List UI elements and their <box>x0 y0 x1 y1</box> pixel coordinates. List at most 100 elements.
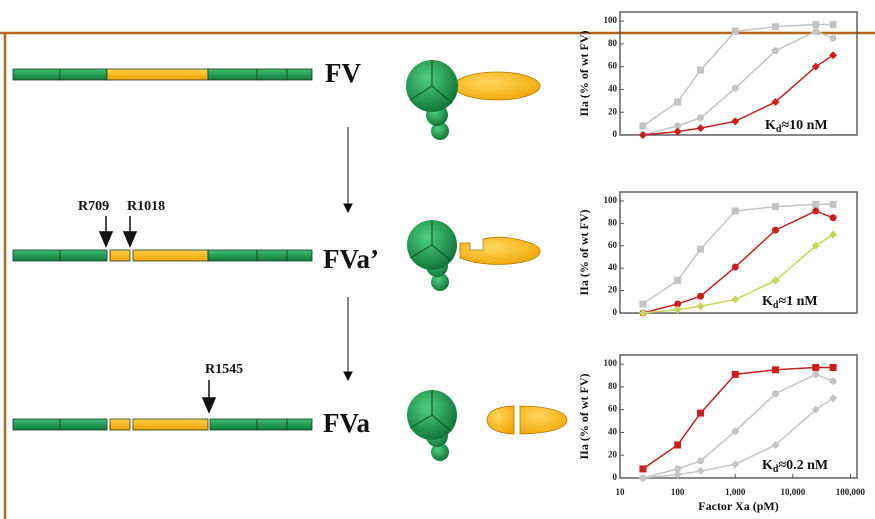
point <box>829 394 837 402</box>
y-tick-label: 20 <box>608 106 618 116</box>
point <box>830 378 837 385</box>
point <box>732 428 739 435</box>
gene-bar <box>13 69 312 80</box>
protein-fv <box>406 60 540 140</box>
row-label: FVa’ <box>323 244 379 274</box>
point <box>830 364 837 371</box>
point <box>674 277 681 284</box>
point <box>639 301 646 308</box>
site-label: R1545 <box>205 362 243 377</box>
kd-symbol: K <box>762 294 773 309</box>
point <box>697 114 704 121</box>
row-label: FV <box>325 58 361 88</box>
point <box>812 28 819 35</box>
point <box>830 21 837 28</box>
point <box>697 457 704 464</box>
y-tick-label: 100 <box>604 358 618 368</box>
slide: FV FVa’ FVa R709 R1018 R1545 0 20 40 60 80 10… <box>0 0 875 519</box>
protein-fva <box>407 390 567 461</box>
x-tick-label: 100 <box>671 487 685 497</box>
point <box>812 201 819 208</box>
kd-annotation: Kd≈10 nM <box>765 118 828 135</box>
y-tick-label: 0 <box>613 472 618 482</box>
site-label: R709 <box>78 199 109 214</box>
row-label: FVa <box>323 408 371 438</box>
point <box>732 28 739 35</box>
x-tick-label: 100,000 <box>836 487 866 497</box>
point <box>772 390 779 397</box>
kd-value: ≈1 nM <box>778 294 817 309</box>
point <box>812 364 819 371</box>
x-tick-label: 10 <box>616 487 626 497</box>
gene-bar <box>13 250 312 261</box>
kd-value: ≈0.2 nM <box>778 458 828 473</box>
point <box>674 441 681 448</box>
cleavage-arrow <box>100 216 215 412</box>
y-tick-label: 80 <box>608 38 618 48</box>
point <box>731 460 739 468</box>
kd-annotation: Kd≈0.2 nM <box>762 458 828 475</box>
kd-annotation: Kd≈1 nM <box>762 294 818 311</box>
point <box>732 208 739 215</box>
chart: 0 20 40 60 80 100 10 100 1,000 10,000 100,000 IIa (… <box>577 355 866 513</box>
series-line <box>643 368 833 469</box>
kd-symbol: K <box>762 458 773 473</box>
title-band <box>0 0 875 32</box>
point <box>830 35 837 42</box>
y-tick-label: 80 <box>608 381 618 391</box>
kd-value: ≈10 nM <box>781 118 827 133</box>
point <box>639 309 647 317</box>
y-tick-label: 100 <box>604 195 618 205</box>
point <box>674 98 681 105</box>
y-tick-label: 20 <box>608 285 618 295</box>
point <box>697 67 704 74</box>
point <box>732 85 739 92</box>
kd-symbol: K <box>765 118 776 133</box>
point <box>772 203 779 210</box>
gene-bar <box>13 419 312 430</box>
point <box>772 366 779 373</box>
point <box>812 21 819 28</box>
y-tick-label: 40 <box>608 427 618 437</box>
point <box>732 264 739 271</box>
y-axis-label: IIa (% of wt FV) <box>577 210 591 296</box>
point <box>829 231 837 239</box>
point <box>639 465 646 472</box>
point <box>639 474 647 482</box>
point <box>697 246 704 253</box>
y-tick-label: 100 <box>604 15 618 25</box>
y-axis-label: IIa (% of wt FV) <box>577 374 591 460</box>
point <box>639 122 646 129</box>
point <box>731 117 739 125</box>
point <box>830 214 837 221</box>
point <box>697 293 704 300</box>
y-tick-label: 40 <box>608 84 618 94</box>
point <box>812 371 819 378</box>
site-label: R1018 <box>127 199 165 214</box>
y-tick-label: 60 <box>608 240 618 250</box>
point <box>772 23 779 30</box>
y-tick-label: 20 <box>608 449 618 459</box>
point <box>697 410 704 417</box>
x-tick-label: 10,000 <box>780 487 805 497</box>
point <box>772 47 779 54</box>
point <box>697 124 705 132</box>
x-axis-label: Factor Xa (pM) <box>698 499 778 513</box>
y-tick-label: 80 <box>608 217 618 227</box>
point <box>829 51 837 59</box>
y-tick-label: 60 <box>608 61 618 71</box>
y-tick-label: 40 <box>608 262 618 272</box>
point <box>639 131 647 139</box>
point <box>812 208 819 215</box>
y-tick-label: 0 <box>613 129 618 139</box>
y-tick-label: 60 <box>608 404 618 414</box>
point <box>697 467 705 475</box>
point <box>830 201 837 208</box>
point <box>772 227 779 234</box>
point <box>731 296 739 304</box>
series-line <box>643 204 833 304</box>
point <box>697 302 705 310</box>
x-tick-label: 1,000 <box>725 487 746 497</box>
point <box>732 371 739 378</box>
